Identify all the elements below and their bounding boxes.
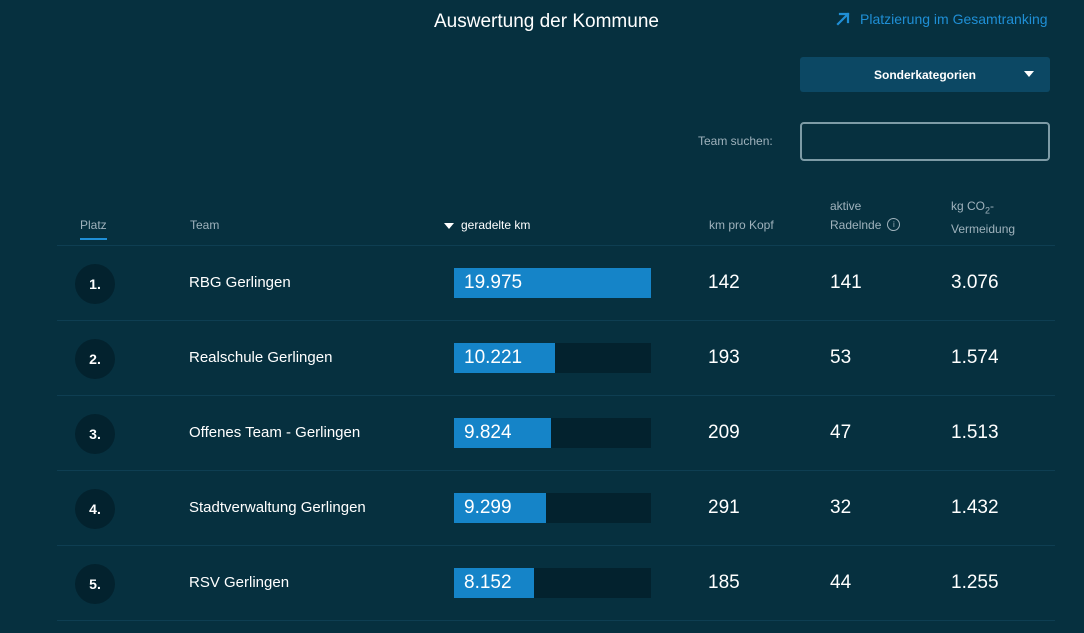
column-header-km-pro-kopf[interactable]: km pro Kopf <box>709 218 774 232</box>
column-header-co2[interactable]: kg CO2- Vermeidung <box>951 197 1015 239</box>
aktiv-header-line1: aktive <box>830 199 862 213</box>
km-value: 8.152 <box>464 572 512 593</box>
team-search-label: Team suchen: <box>698 134 773 148</box>
co2-value: 3.076 <box>951 272 999 293</box>
team-name[interactable]: RSV Gerlingen <box>189 574 290 591</box>
team-search-input[interactable] <box>800 122 1050 161</box>
rank-badge: 4. <box>75 489 115 529</box>
km-bar-fill <box>454 343 555 373</box>
rank-badge: 3. <box>75 414 115 454</box>
km-bar-fill <box>454 568 535 598</box>
km-bar-fill <box>454 268 651 298</box>
co2-value: 1.513 <box>951 422 999 443</box>
header-divider <box>57 245 1055 246</box>
km-bar: 9.824 <box>454 418 651 448</box>
km-bar: 10.221 <box>454 343 651 373</box>
arrow-up-right-icon <box>836 12 850 26</box>
co2-value: 1.432 <box>951 497 999 518</box>
column-header-aktive-radelnde[interactable]: aktive Radelnde i <box>830 197 901 235</box>
km-bar: 19.975 <box>454 268 651 298</box>
aktive-radelnde-value: 53 <box>830 347 852 368</box>
km-bar-fill <box>454 493 546 523</box>
co2-value: 1.255 <box>951 572 999 593</box>
table-row[interactable]: 3. Offenes Team - Gerlingen 9.824 209 47… <box>57 396 1055 471</box>
table-row[interactable]: 1. RBG Gerlingen 19.975 142 141 3.076 <box>57 246 1055 321</box>
rank-badge: 2. <box>75 339 115 379</box>
co2-header-line2: Vermeidung <box>951 222 1016 237</box>
team-name[interactable]: RBG Gerlingen <box>189 274 291 291</box>
km-pro-kopf-value: 209 <box>708 422 740 443</box>
aktive-radelnde-value: 32 <box>830 497 852 518</box>
km-pro-kopf-value: 291 <box>708 497 740 518</box>
km-value: 19.975 <box>464 272 523 293</box>
km-pro-kopf-value: 185 <box>708 572 740 593</box>
overall-ranking-link[interactable]: Platzierung im Gesamtranking <box>835 11 1048 27</box>
co2-value: 1.574 <box>951 347 999 368</box>
column-header-km-label: geradelte km <box>461 218 531 232</box>
km-value: 10.221 <box>464 347 523 368</box>
team-name[interactable]: Stadtverwaltung Gerlingen <box>189 499 366 516</box>
column-header-team[interactable]: Team <box>190 218 220 232</box>
aktive-radelnde-value: 47 <box>830 422 852 443</box>
km-bar-fill <box>454 418 551 448</box>
sort-descending-icon <box>444 222 454 229</box>
info-icon[interactable]: i <box>887 218 901 232</box>
dropdown-label: Sonderkategorien <box>873 67 977 82</box>
table-row[interactable]: 2. Realschule Gerlingen 10.221 193 53 1.… <box>57 321 1055 396</box>
column-header-platz[interactable]: Platz <box>80 216 107 240</box>
km-pro-kopf-value: 142 <box>708 272 740 293</box>
km-bar: 9.299 <box>454 493 651 523</box>
team-name[interactable]: Offenes Team - Gerlingen <box>189 424 361 441</box>
column-header-km[interactable]: geradelte km <box>444 216 530 235</box>
rank-badge: 1. <box>75 264 115 304</box>
chevron-down-icon <box>1024 71 1034 77</box>
aktive-radelnde-value: 141 <box>830 272 862 293</box>
table-row[interactable]: 5. RSV Gerlingen 8.152 185 44 1.255 <box>57 546 1055 621</box>
km-value: 9.824 <box>464 422 512 443</box>
rank-badge: 5. <box>75 564 115 604</box>
km-pro-kopf-value: 193 <box>708 347 740 368</box>
co2-header-line1: kg CO2- <box>951 199 995 216</box>
aktive-radelnde-value: 44 <box>830 572 852 593</box>
overall-ranking-label[interactable]: Platzierung im Gesamtranking <box>860 11 1048 27</box>
km-bar: 8.152 <box>454 568 651 598</box>
special-categories-dropdown[interactable]: Sonderkategorien <box>800 57 1050 92</box>
aktiv-header-line2: Radelnde <box>830 218 882 232</box>
team-name[interactable]: Realschule Gerlingen <box>189 349 333 366</box>
page-title: Auswertung der Kommune <box>434 11 659 32</box>
km-value: 9.299 <box>464 497 512 518</box>
table-row[interactable]: 4. Stadtverwaltung Gerlingen 9.299 291 3… <box>57 471 1055 546</box>
